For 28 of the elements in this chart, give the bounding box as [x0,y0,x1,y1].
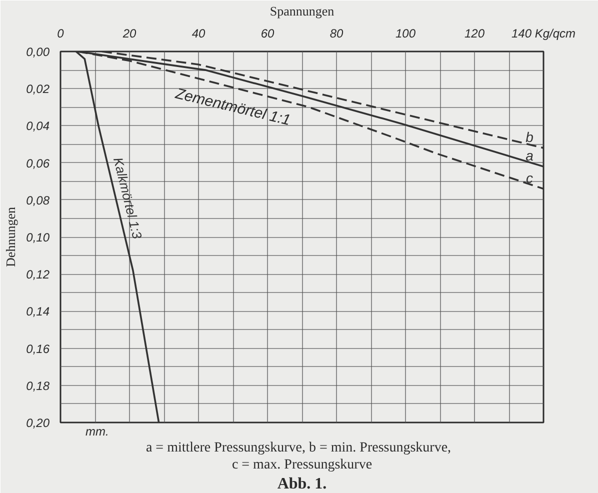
y-tick-label: 0,20 [26,416,50,430]
y-axis-title: Dehnungen [3,206,18,267]
y-tick-label: 0,14 [26,304,50,319]
x-tick-label: 80 [330,26,344,40]
y-tick-label: 0,10 [26,230,50,244]
x-tick-label: 60 [260,26,274,40]
y-tick-label: 0,00 [26,45,50,59]
series-label: a [526,148,534,164]
text: mm. [86,424,109,438]
text: c = max. Pressungskurve [232,458,372,472]
x-tick-label: 140 Kg/qcm [511,26,576,40]
y-tick-label: 0,04 [26,119,50,134]
x-tick-label: 100 [395,26,416,40]
y-tick-label: 0,08 [26,193,50,208]
series-label: b [526,128,534,145]
y-tick-label: 0,12 [26,268,50,282]
x-tick-label: 40 [192,26,206,40]
x-axis-title: Spannungen [270,4,335,18]
x-tick-label: 0 [57,26,64,40]
x-tick-label: 120 [464,26,485,40]
y-tick-label: 0,16 [26,342,50,356]
y-tick-label: 0,06 [26,156,50,170]
y-tick-label: 0,02 [26,82,50,96]
text: a = mittlere Pressungskurve, b = min. Pressungskurve, [146,440,452,456]
caption: Abb. 1. [277,476,327,492]
x-tick-label: 20 [122,26,136,40]
series-label: c [526,170,533,186]
y-tick-label: 0,18 [26,378,50,393]
